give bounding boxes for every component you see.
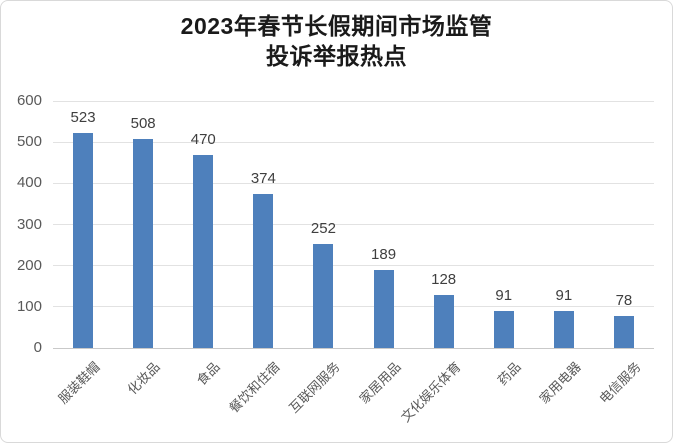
x-axis-category-text: 药品 — [494, 359, 524, 389]
x-axis-category-text: 餐饮和住宿 — [226, 359, 284, 416]
bar-value-label: 91 — [495, 286, 513, 304]
x-axis-category-text: 电信服务 — [596, 359, 644, 407]
x-axis-category-text: 化妆品 — [124, 359, 163, 398]
gridline — [53, 224, 654, 225]
bar — [373, 270, 394, 348]
gridline — [53, 182, 654, 184]
gridline — [53, 100, 654, 102]
bar-value-label: 374 — [250, 170, 276, 188]
chart-title: 2023年春节长假期间市场监管 投诉举报热点 — [1, 11, 672, 71]
x-axis-category-text: 文化娱乐体育 — [397, 359, 464, 425]
x-axis-category-text: 互联网服务 — [286, 359, 344, 416]
chart-title-line2: 投诉举报热点 — [266, 43, 407, 69]
y-axis-tick-label: 200 — [16, 256, 42, 274]
y-axis-tick-label: 400 — [16, 174, 42, 192]
bar — [613, 315, 634, 348]
bar-value-label: 470 — [190, 130, 216, 148]
gridline — [53, 306, 654, 308]
bar — [493, 310, 514, 348]
x-axis-line — [53, 347, 654, 349]
gridline — [53, 265, 654, 267]
bar-value-label: 523 — [70, 108, 96, 126]
x-axis-category-text: 食品 — [193, 359, 223, 389]
y-axis-tick-label: 500 — [16, 133, 42, 151]
y-axis-tick-label: 100 — [16, 297, 42, 315]
chart-title-line1: 2023年春节长假期间市场监管 — [180, 13, 493, 39]
bar-value-label: 128 — [431, 271, 457, 289]
x-axis-category-text: 家居用品 — [355, 359, 404, 407]
gridline — [53, 141, 654, 143]
x-axis-category-text: 服装鞋帽 — [55, 359, 103, 407]
bar-value-label: 508 — [130, 114, 156, 132]
x-axis-category-text: 家用电器 — [536, 359, 584, 407]
y-axis-tick-label: 300 — [16, 215, 42, 233]
y-axis-tick-label: 0 — [33, 339, 42, 356]
bar-value-label: 189 — [371, 246, 397, 264]
bar — [433, 295, 454, 348]
bar-value-label: 78 — [615, 291, 633, 309]
bar — [193, 154, 214, 348]
bar-value-label: 252 — [310, 220, 336, 238]
bar — [73, 132, 94, 348]
y-axis-tick-label: 600 — [16, 92, 42, 109]
bar — [133, 138, 154, 348]
bar — [313, 244, 334, 348]
bar — [553, 310, 574, 348]
bar-value-label: 91 — [555, 286, 573, 304]
bar — [253, 194, 274, 348]
